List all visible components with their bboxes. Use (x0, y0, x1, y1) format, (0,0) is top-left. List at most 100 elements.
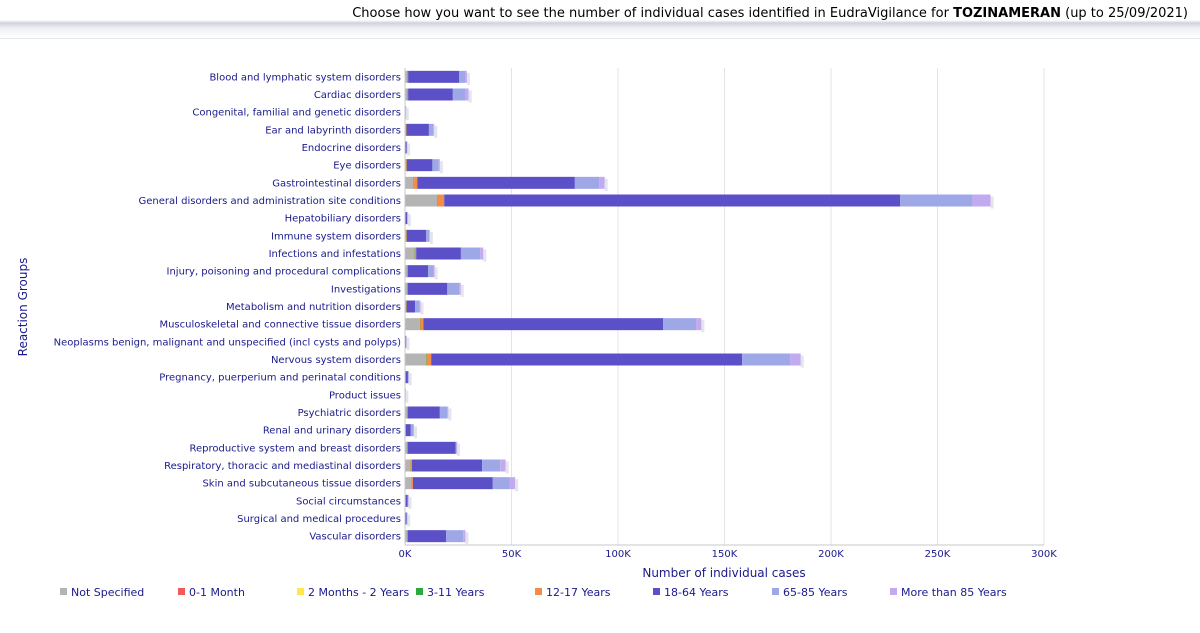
category-label[interactable]: Pregnancy, puerperium and perinatal cond… (159, 373, 401, 384)
bar-segment[interactable] (405, 265, 408, 278)
category-label[interactable]: Ear and labyrinth disorders (265, 125, 401, 136)
legend-item[interactable]: 18-64 Years (653, 586, 728, 599)
category-label[interactable]: Metabolism and nutrition disorders (226, 302, 401, 313)
bar-segment[interactable] (500, 459, 506, 472)
bar-segment[interactable] (438, 159, 440, 172)
bar-segment[interactable] (412, 477, 493, 490)
bar-segment[interactable] (437, 194, 445, 207)
bar-segment[interactable] (414, 247, 417, 260)
bar-segment[interactable] (492, 477, 510, 490)
bar-segment[interactable] (405, 335, 407, 348)
bar-segment[interactable] (405, 88, 408, 101)
bar-segment[interactable] (410, 424, 414, 437)
bar-segment[interactable] (415, 300, 420, 313)
bar-segment[interactable] (419, 300, 421, 313)
category-label[interactable]: Infections and infestations (269, 249, 401, 260)
bar-segment[interactable] (420, 318, 424, 331)
bar-segment[interactable] (426, 229, 430, 242)
bar-segment[interactable] (407, 530, 408, 543)
bar-segment[interactable] (408, 88, 453, 101)
bar-segment[interactable] (405, 530, 408, 543)
bar-segment[interactable] (447, 406, 449, 419)
category-label[interactable]: Investigations (331, 284, 401, 295)
bar-segment[interactable] (446, 530, 464, 543)
bar-segment[interactable] (465, 70, 467, 83)
bar-segment[interactable] (407, 70, 409, 83)
legend-item[interactable]: 2 Months - 2 Years (297, 586, 409, 599)
bar-segment[interactable] (439, 406, 448, 419)
bar-segment[interactable] (407, 494, 409, 507)
bar-segment[interactable] (428, 265, 434, 278)
bar-segment[interactable] (405, 159, 407, 172)
bar-segment[interactable] (405, 300, 407, 313)
bar-segment[interactable] (407, 441, 456, 454)
bar-segment[interactable] (405, 371, 408, 384)
bar-segment[interactable] (405, 70, 408, 83)
bar-segment[interactable] (406, 300, 407, 313)
bar-segment[interactable] (413, 176, 415, 189)
bar-segment[interactable] (405, 229, 407, 242)
category-label[interactable]: General disorders and administration sit… (139, 196, 401, 207)
bar-segment[interactable] (406, 159, 433, 172)
bar-segment[interactable] (459, 70, 466, 83)
bar-segment[interactable] (407, 406, 408, 419)
category-label[interactable]: Surgical and medical procedures (237, 514, 401, 525)
bar-segment[interactable] (407, 282, 448, 295)
category-label[interactable]: Gastrointestinal disorders (272, 178, 401, 189)
bar-segment[interactable] (407, 212, 408, 225)
bar-segment[interactable] (405, 494, 408, 507)
bar-segment[interactable] (406, 123, 407, 136)
bar-segment[interactable] (411, 459, 483, 472)
bar-segment[interactable] (411, 477, 413, 490)
legend-item[interactable]: Not Specified (60, 586, 144, 599)
bar-segment[interactable] (407, 282, 408, 295)
bar-segment[interactable] (407, 371, 409, 384)
bar-segment[interactable] (413, 424, 415, 437)
bar-segment[interactable] (742, 353, 791, 366)
bar-segment[interactable] (437, 194, 438, 207)
category-label[interactable]: Renal and urinary disorders (263, 426, 401, 437)
category-label[interactable]: Injury, poisoning and procedural complic… (167, 267, 401, 278)
legend-item[interactable]: 12-17 Years (535, 586, 610, 599)
legend-item[interactable]: 3-11 Years (416, 586, 484, 599)
bar-segment[interactable] (447, 282, 460, 295)
bar-segment[interactable] (482, 459, 501, 472)
bar-segment[interactable] (696, 318, 702, 331)
bar-segment[interactable] (972, 194, 991, 207)
bar-segment[interactable] (574, 176, 600, 189)
bar-segment[interactable] (405, 212, 408, 225)
bar-segment[interactable] (414, 176, 418, 189)
bar-segment[interactable] (444, 194, 901, 207)
bar-segment[interactable] (433, 123, 435, 136)
bar-segment[interactable] (406, 123, 429, 136)
bar-segment[interactable] (408, 70, 460, 83)
bar-segment[interactable] (405, 459, 411, 472)
bar-segment[interactable] (460, 247, 481, 260)
bar-segment[interactable] (431, 353, 743, 366)
bar-segment[interactable] (405, 282, 408, 295)
bar-segment[interactable] (407, 88, 409, 101)
bar-segment[interactable] (426, 353, 432, 366)
bar-segment[interactable] (406, 229, 427, 242)
bar-segment[interactable] (405, 406, 408, 419)
bar-segment[interactable] (426, 353, 427, 366)
bar-segment[interactable] (405, 335, 406, 348)
category-label[interactable]: Hepatobiliary disorders (285, 214, 401, 225)
bar-segment[interactable] (405, 123, 407, 136)
bar-segment[interactable] (509, 477, 516, 490)
legend-item[interactable]: More than 85 Years (890, 586, 1007, 599)
bar-segment[interactable] (405, 318, 420, 331)
bar-segment[interactable] (405, 441, 408, 454)
bar-segment[interactable] (405, 512, 407, 525)
bar-segment[interactable] (405, 477, 412, 490)
bar-segment[interactable] (406, 141, 408, 154)
category-label[interactable]: Congenital, familial and genetic disorde… (192, 108, 401, 119)
legend-item[interactable]: 0-1 Month (178, 586, 245, 599)
bar-segment[interactable] (428, 123, 434, 136)
bar-segment[interactable] (423, 318, 664, 331)
bar-segment[interactable] (900, 194, 973, 207)
bar-segment[interactable] (790, 353, 801, 366)
bar-segment[interactable] (405, 106, 406, 119)
category-label[interactable]: Neoplasms benign, malignant and unspecif… (54, 337, 401, 348)
bar-segment[interactable] (407, 530, 447, 543)
